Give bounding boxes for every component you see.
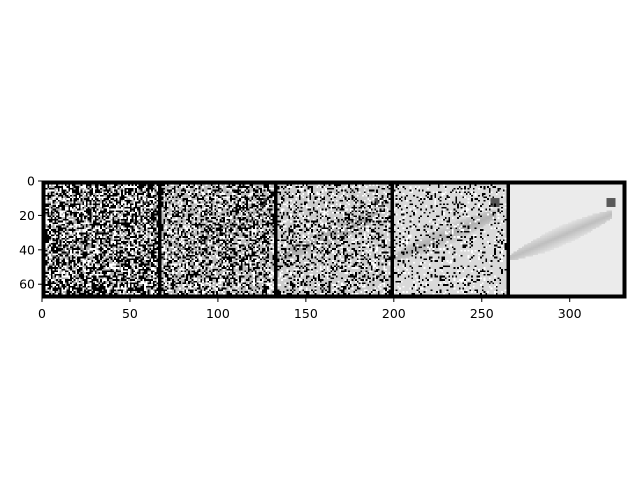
- axes-frame: [41, 180, 627, 299]
- x-tick-label: 50: [122, 306, 138, 321]
- image-grid: [42, 181, 626, 298]
- x-tick-label: 150: [294, 306, 318, 321]
- x-tick-label: 300: [558, 306, 582, 321]
- x-tick-label: 0: [38, 306, 46, 321]
- x-tick-label: 100: [206, 306, 230, 321]
- axes-border: [41, 180, 627, 299]
- x-axis-ticks: 0 50 100 150 200 250 300: [38, 298, 582, 321]
- x-tick-label: 200: [382, 306, 406, 321]
- x-tick-label: 250: [470, 306, 494, 321]
- y-tick-label: 20: [19, 208, 35, 223]
- y-axis-ticks: 0 20 40 60: [19, 174, 42, 292]
- y-tick-label: 0: [27, 174, 35, 189]
- y-tick-label: 40: [19, 242, 35, 257]
- y-tick-label: 60: [19, 277, 35, 292]
